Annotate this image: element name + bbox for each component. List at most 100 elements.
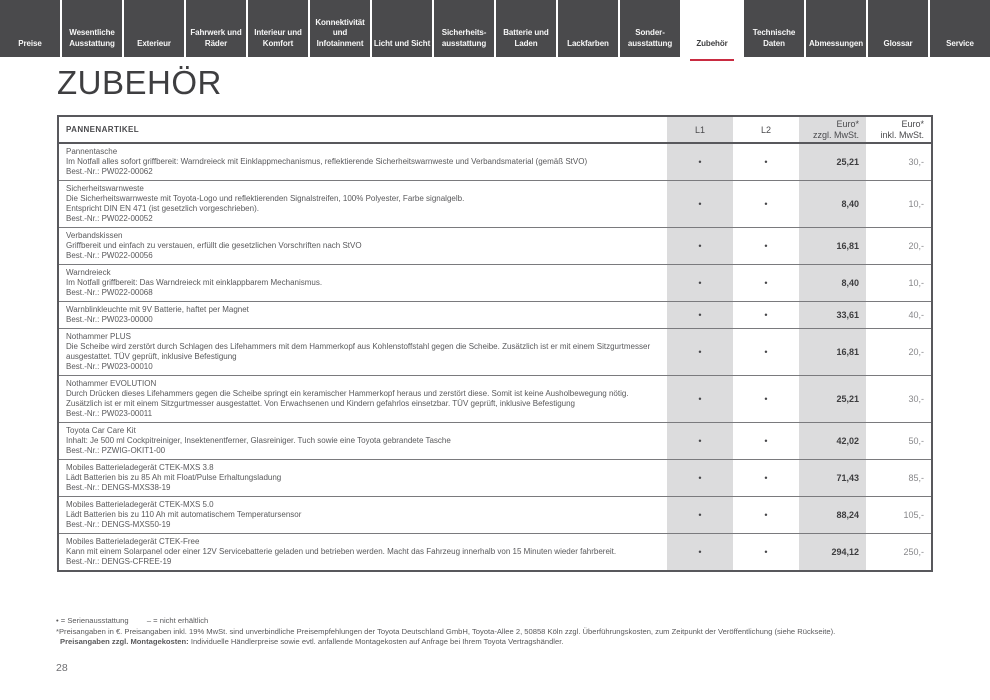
l1-cell: • [667,329,733,375]
price-excl-vat: 25,21 [836,394,859,404]
l2-cell: • [733,534,799,570]
tab-sicherheitsausstattung[interactable]: Sicherheits-ausstattung [434,0,494,57]
accessories-table: PANNENARTIKEL L1 L2 Euro* zzgl. MwSt. Eu… [57,115,933,572]
assembly-footnote-label: Preisangaben zzgl. Montagekosten: [60,637,189,646]
tab-service[interactable]: Service [930,0,990,57]
tab-fahrwerk-und-raeder[interactable]: Fahrwerk und Räder [186,0,246,57]
l1-marker: • [698,347,702,357]
column-header-category: PANNENARTIKEL [66,125,140,134]
price-incl-header-line2: inkl. MwSt. [880,129,924,140]
price-excl-vat: 88,24 [836,510,859,520]
price-excl-vat-cell: 88,24 [799,497,866,533]
table-row: Mobiles Batterieladegerät CTEK-Free Kann … [59,533,931,570]
price-incl-vat: 10,- [908,199,924,209]
tab-batterie-und-laden[interactable]: Batterie und Laden [496,0,556,57]
l2-cell: • [733,423,799,459]
price-incl-vat-cell: 20,- [866,329,931,375]
l1-marker: • [698,157,702,167]
l2-marker: • [764,278,768,288]
accessory-cell: Warnblinkleuchte mit 9V Batterie, haftet… [59,302,667,328]
tab-licht-und-sicht[interactable]: Licht und Sicht [372,0,432,57]
price-excl-vat-cell: 16,81 [799,329,866,375]
price-incl-vat: 30,- [908,394,924,404]
l2-cell: • [733,181,799,227]
l2-cell: • [733,329,799,375]
legend-dash-meaning: = nicht erhältlich [153,616,209,625]
order-number: Best.-Nr.: PW022-00062 [66,167,153,176]
tab-konnektivitaet-und-infotainment[interactable]: Konnektivität und Infotainment [310,0,370,57]
price-excl-vat: 8,40 [841,278,859,288]
price-incl-vat-cell: 105,- [866,497,931,533]
tab-zubehoer[interactable]: Zubehör [682,0,742,61]
price-excl-vat: 8,40 [841,199,859,209]
column-header-l2: L2 [760,124,771,135]
tab-abmessungen[interactable]: Abmessungen [806,0,866,57]
legend-dot-symbol: • [56,616,59,625]
l1-marker: • [698,278,702,288]
accessory-cell: Nothammer EVOLUTION Durch Drücken dieses … [59,376,667,422]
price-excl-vat-cell: 8,40 [799,265,866,301]
price-excl-vat-cell: 25,21 [799,376,866,422]
table-row: Sicherheitswarnweste Die Sicherheitswarnw… [59,180,931,227]
accessory-description: Inhalt: Je 500 ml Cockpitreiniger, Insek… [66,436,451,445]
l1-cell: • [667,534,733,570]
accessory-description: Lädt Batterien bis zu 110 Ah mit automat… [66,510,302,519]
price-excl-vat-cell: 8,40 [799,181,866,227]
l1-cell: • [667,423,733,459]
column-header-price-excl-vat: Euro* zzgl. MwSt. [799,117,866,142]
accessory-cell: Warndreieck Im Notfall griffbereit: Das W… [59,265,667,301]
price-excl-vat: 42,02 [836,436,859,446]
active-tab-underline [690,58,734,61]
l2-cell: • [733,144,799,180]
price-incl-vat: 105,- [903,510,924,520]
price-excl-vat-cell: 33,61 [799,302,866,328]
table-row: Mobiles Batterieladegerät CTEK-MXS 5.0 Lä… [59,496,931,533]
l1-cell: • [667,302,733,328]
l2-marker: • [764,473,768,483]
price-excl-vat-cell: 294,12 [799,534,866,570]
accessory-name: Nothammer EVOLUTION [66,379,157,388]
price-incl-vat: 50,- [908,436,924,446]
tab-exterieur[interactable]: Exterieur [124,0,184,57]
l1-marker: • [698,310,702,320]
tab-sonderausstattung[interactable]: Sonder-ausstattung [620,0,680,57]
table-row: Toyota Car Care Kit Inhalt: Je 500 ml Coc… [59,422,931,459]
accessory-cell: Mobiles Batterieladegerät CTEK-MXS 3.8 Lä… [59,460,667,496]
accessory-name: Toyota Car Care Kit [66,426,136,435]
accessory-description: Die Scheibe wird zerstört durch Schlagen… [66,342,651,361]
order-number: Best.-Nr.: DENGS-CFREE-19 [66,557,172,566]
accessory-name: Nothammer PLUS [66,332,131,341]
tab-lackfarben[interactable]: Lackfarben [558,0,618,57]
table-row: Warndreieck Im Notfall griffbereit: Das W… [59,264,931,301]
tab-preise[interactable]: Preise [0,0,60,57]
l2-marker: • [764,394,768,404]
price-incl-vat-cell: 250,- [866,534,931,570]
l1-cell: • [667,265,733,301]
l1-marker: • [698,473,702,483]
price-incl-vat-cell: 30,- [866,376,931,422]
accessory-description: Kann mit einem Solarpanel oder einer 12V… [66,547,617,556]
l2-marker: • [764,547,768,557]
legend-line: • = Serienausstattung – = nicht erhältli… [56,616,936,627]
price-footnote: *Preisangaben in €. Preisangaben inkl. 1… [56,627,936,638]
price-incl-vat-cell: 50,- [866,423,931,459]
assembly-footnote-text: Individuelle Händlerpreise sowie evtl. a… [190,637,564,646]
table-row: Verbandskissen Griffbereit und einfach zu… [59,227,931,264]
tab-technische-daten[interactable]: Technische Daten [744,0,804,57]
page-title: ZUBEHÖR [57,64,222,101]
accessory-cell: Pannentasche Im Notfall alles sofort grif… [59,144,667,180]
accessory-cell: Mobiles Batterieladegerät CTEK-MXS 5.0 Lä… [59,497,667,533]
tab-wesentliche-ausstattung[interactable]: Wesentliche Ausstattung [62,0,122,57]
price-incl-vat: 85,- [908,473,924,483]
order-number: Best.-Nr.: PW022-00068 [66,288,153,297]
order-number: Best.-Nr.: PW023-00010 [66,362,153,371]
l1-cell: • [667,144,733,180]
price-footnote-text: Preisangaben in €. Preisangaben inkl. 19… [58,626,836,636]
price-incl-vat: 250,- [903,547,924,557]
order-number: Best.-Nr.: PW022-00052 [66,214,153,223]
price-incl-vat: 20,- [908,241,924,251]
l2-cell: • [733,460,799,496]
tab-glossar[interactable]: Glossar [868,0,928,57]
tab-interieur-und-komfort[interactable]: Interieur und Komfort [248,0,308,57]
accessory-description: Lädt Batterien bis zu 85 Ah mit Float/Pu… [66,473,282,482]
